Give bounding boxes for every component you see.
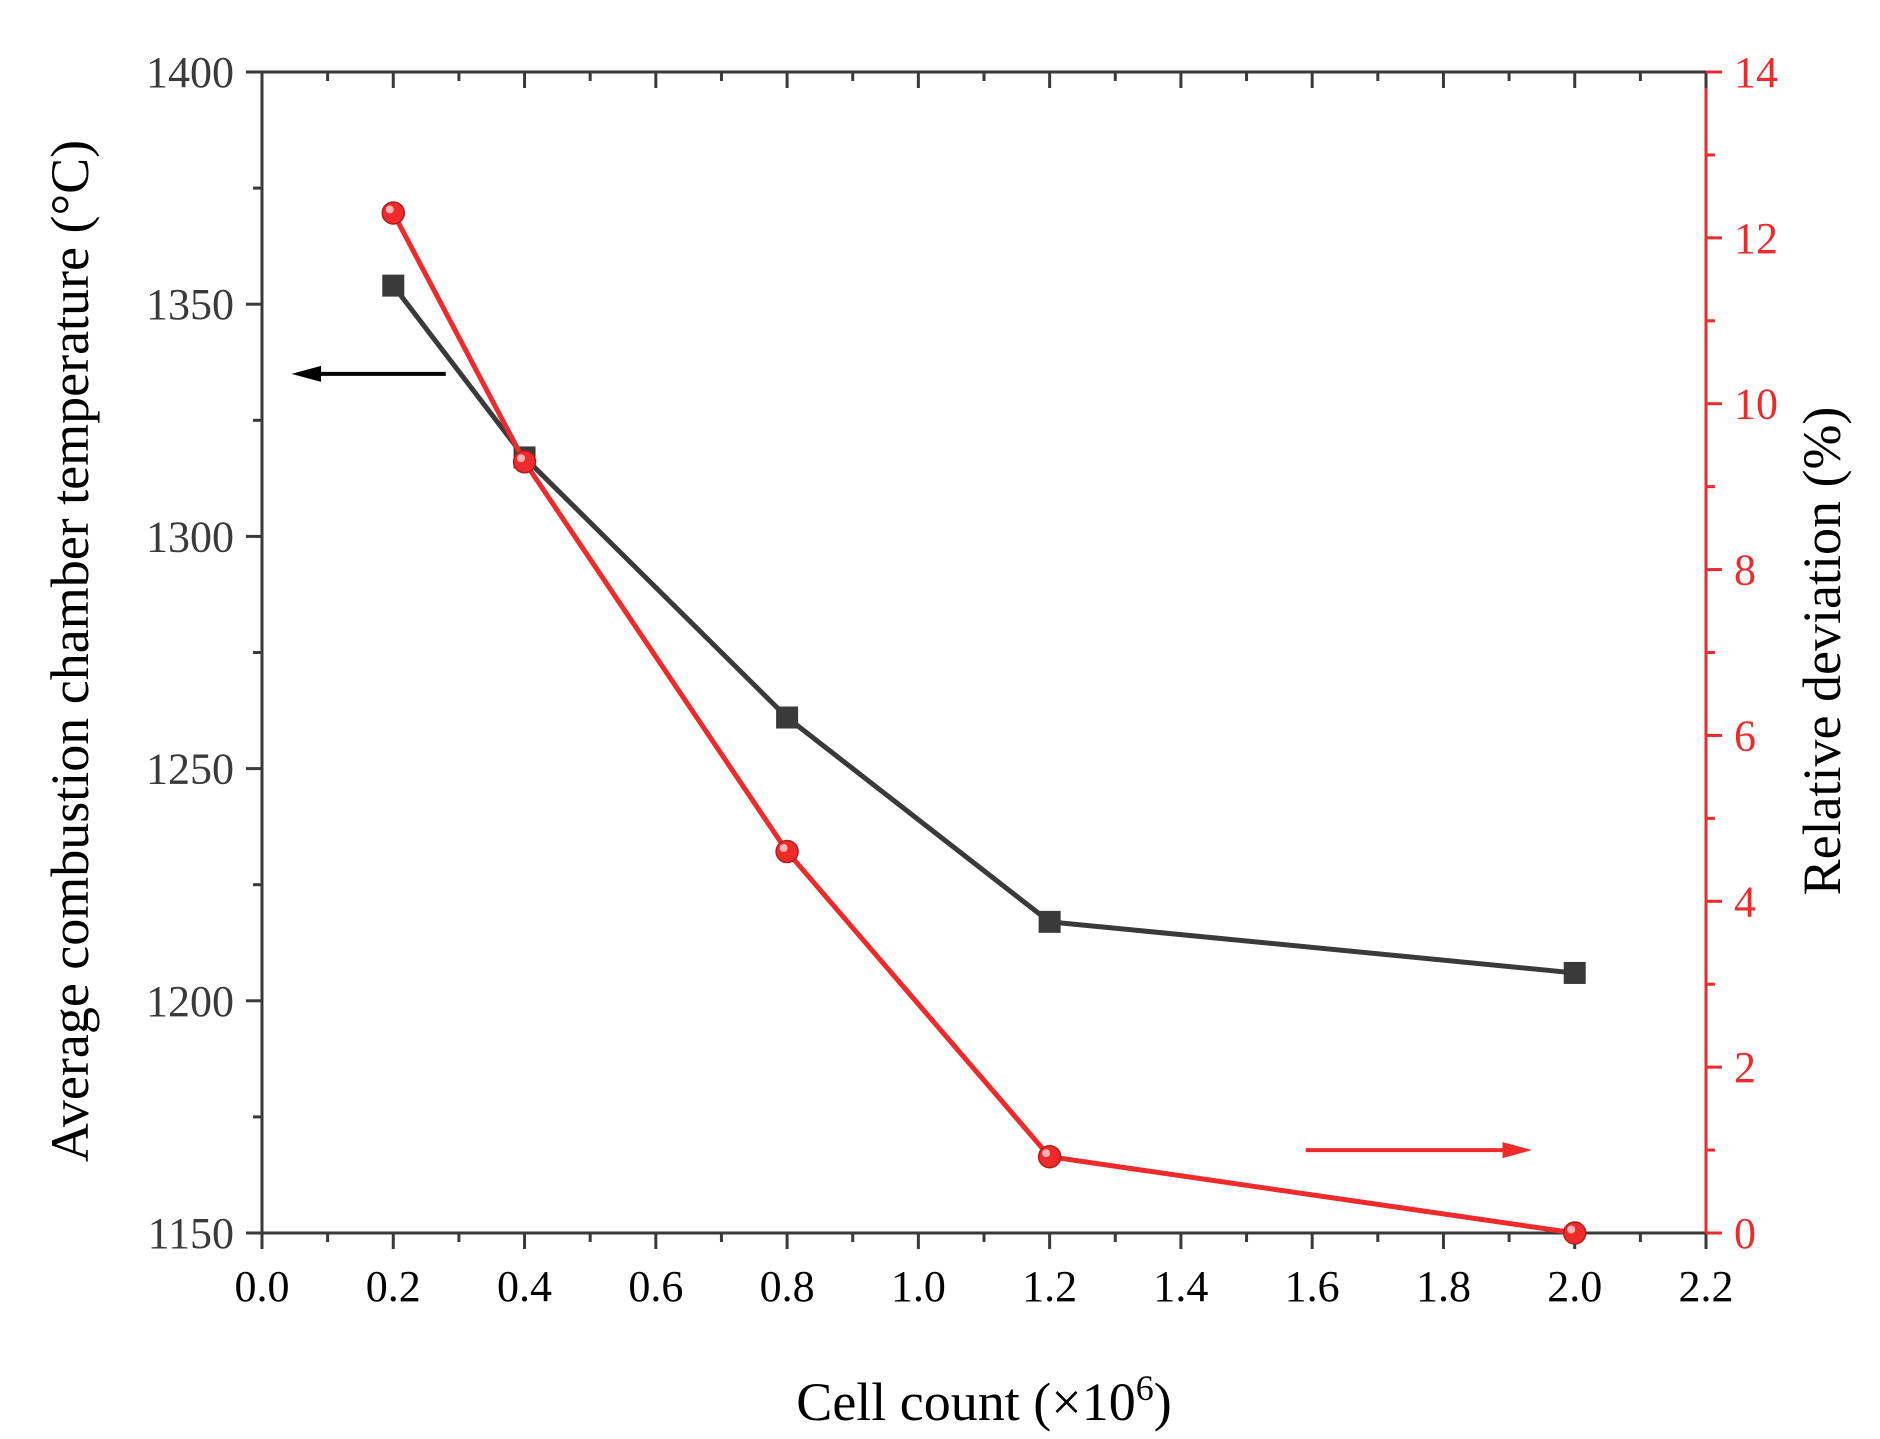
y-right-tick-label: 4 [1734,877,1756,926]
deviation-point [512,450,537,474]
x-tick-label: 0.2 [366,1262,421,1311]
y-left-tick-label: 1250 [146,745,234,794]
right-axis-arrow-head [1502,1142,1533,1159]
y-left-tick-label: 1300 [146,512,234,561]
annotations [291,365,1533,1159]
temperature-point [382,274,405,297]
y-right-tick-label: 14 [1734,48,1778,97]
y-left-tick-label: 1150 [148,1209,234,1258]
y-right-tick-label: 6 [1734,711,1756,760]
left-axis-title: Average combustion chamber temperature (… [40,140,100,1162]
y-right-tick-label: 0 [1734,1209,1756,1258]
x-tick-label: 2.2 [1679,1262,1734,1311]
temperature-point [776,706,799,729]
y-left-tick-label: 1200 [146,977,234,1026]
y-right-tick-label: 2 [1734,1043,1756,1092]
deviation-point-highlight [517,454,526,463]
x-tick-label: 1.6 [1285,1262,1340,1311]
x-tick-label: 2.0 [1547,1262,1602,1311]
temperature-point [1563,961,1586,984]
x-axis-title: Cell count (×106) [796,1368,1171,1432]
temperature-point [1038,910,1061,933]
deviation-point [1037,1144,1062,1169]
x-tick-label: 0.8 [760,1262,815,1311]
y-left-tick-label: 1350 [146,280,234,329]
x-tick-label: 1.0 [891,1262,946,1311]
y-right-tick-label: 8 [1734,546,1756,595]
y-right-tick-label: 10 [1734,380,1778,429]
right-axis-title: Relative deviation (%) [1792,407,1852,896]
left-axis-arrow-head [291,365,322,382]
y-left-tick-label: 1400 [146,48,234,97]
x-tick-label: 1.4 [1153,1262,1208,1311]
deviation-point-highlight [779,844,788,853]
temperature-series-line [391,284,1575,976]
x-tick-label: 1.2 [1022,1262,1077,1311]
x-tick-label: 0.0 [235,1262,290,1311]
deviation-point-highlight [1567,1225,1576,1234]
deviation-series-line [391,211,1576,1236]
x-tick-label: 0.6 [628,1262,683,1311]
deviation-point [381,201,406,225]
x-axis-title-superscript: 6 [1136,1368,1154,1408]
deviation-point-highlight [1042,1149,1051,1158]
deviation-point [1562,1221,1587,1245]
deviation-point [775,839,799,864]
axes: 0.0 0.2 0.4 0.6 0.8 1.0 1.2 1.4 1.6 1.8 2.0 2.2 1150… [146,48,1778,1311]
deviation-point-highlight [385,205,394,214]
x-tick-label: 0.4 [497,1262,552,1311]
y-right-tick-label: 12 [1734,214,1778,263]
x-tick-label: 1.8 [1416,1262,1471,1311]
series-layer [381,201,1587,1245]
